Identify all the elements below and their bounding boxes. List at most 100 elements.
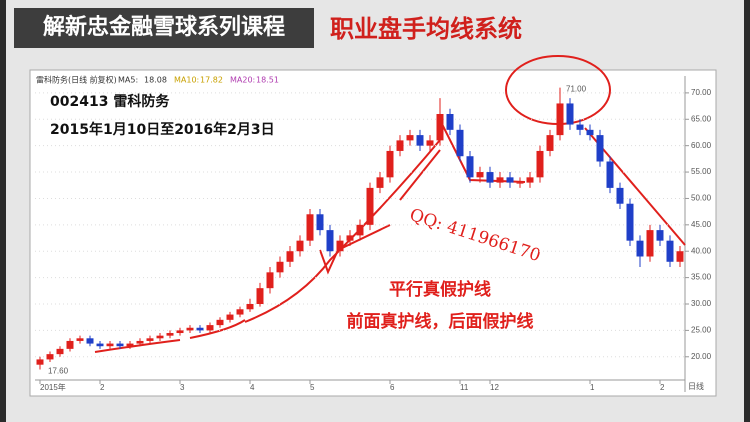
y-tick-label: 40.00 — [691, 246, 712, 255]
candle-body — [116, 343, 124, 347]
legend-value: 17.82 — [200, 76, 223, 85]
candle-body — [606, 161, 614, 188]
candle-body — [146, 338, 154, 341]
y-tick-label: 50.00 — [691, 194, 712, 203]
topic: 职业盘手均线系统 — [330, 15, 522, 43]
y-tick-label: 65.00 — [691, 114, 712, 123]
candle-body — [186, 327, 194, 331]
legend-name: MA5: — [118, 76, 138, 85]
support-line — [94, 319, 246, 353]
x-tick-label: 2015年 — [40, 382, 66, 392]
x-tick-label: 5 — [310, 383, 315, 392]
period: 2015年1月10日至2016年2月3日 — [50, 121, 275, 138]
stock: 002413 雷科防务 — [50, 93, 170, 110]
y-tick-label: 35.00 — [691, 273, 712, 282]
candle-body — [486, 172, 494, 183]
candle-body — [356, 224, 364, 236]
candle-body — [626, 203, 634, 241]
candle-body — [156, 335, 164, 339]
candle-body — [76, 338, 84, 341]
candle-body — [56, 348, 64, 355]
legend-value: 18.51 — [256, 76, 279, 85]
candle-body — [176, 330, 184, 334]
candle-body — [96, 343, 104, 347]
y-tick-label: 25.00 — [691, 325, 712, 334]
note: 前面真护线，后面假护线 — [347, 311, 534, 332]
candle-body — [586, 129, 594, 136]
candle-body — [366, 187, 374, 225]
x-tick-label: 6 — [390, 383, 395, 392]
note: 平行真假护线 — [389, 279, 491, 300]
legend-title: 雷科防务(日线 前复权) — [36, 75, 117, 85]
candle-body — [66, 340, 74, 349]
candle-body — [426, 140, 434, 146]
candle-body — [576, 124, 584, 130]
y-tick-label: 20.00 — [691, 352, 712, 361]
candle-body — [536, 150, 544, 178]
candle-body — [616, 187, 624, 204]
candle-body — [566, 103, 574, 125]
candle-body — [46, 354, 54, 360]
candle-body — [446, 114, 454, 130]
x-tick-label: 1 — [590, 383, 595, 392]
candle-body — [546, 135, 554, 151]
x-tick-label: 4 — [250, 383, 255, 392]
candle-body — [596, 135, 604, 162]
candle-body — [236, 309, 244, 315]
candle-body — [86, 338, 94, 344]
support-line — [244, 139, 441, 323]
candle-body — [36, 359, 44, 365]
candle-body — [456, 129, 464, 157]
candle-body — [496, 177, 504, 183]
candle-body — [246, 304, 254, 310]
y-tick-label: 70.00 — [691, 88, 712, 97]
legend-name: MA20: — [230, 76, 255, 85]
legend-name: MA10: — [174, 76, 199, 85]
candle-body — [526, 177, 534, 183]
candle-body — [316, 214, 324, 231]
candle-body — [376, 177, 384, 188]
candle-body — [276, 261, 284, 273]
y-tick-label: 30.00 — [691, 299, 712, 308]
banner — [14, 8, 314, 48]
candle-body — [256, 288, 264, 304]
candle-body — [346, 235, 354, 241]
candle-body — [106, 343, 114, 347]
candle-body — [336, 240, 344, 252]
candle-body — [666, 240, 674, 262]
y-tick-label: 45.00 — [691, 220, 712, 229]
candle-body — [436, 114, 444, 141]
x-tick-label: 11 — [460, 383, 469, 392]
candle-body — [506, 177, 514, 183]
candle-body — [326, 230, 334, 252]
candle-body — [196, 327, 204, 331]
candle-body — [556, 103, 564, 136]
candle-body — [286, 251, 294, 262]
candle-body — [516, 182, 524, 184]
candle-body — [636, 240, 644, 257]
arrow — [399, 149, 441, 201]
candle-body — [126, 343, 134, 347]
x-tick-label: 3 — [180, 383, 185, 392]
candle-body — [206, 325, 214, 331]
x-tick-label: 12 — [490, 383, 499, 392]
candle-body — [296, 240, 304, 252]
candle-body — [266, 272, 274, 289]
candle-body — [396, 140, 404, 151]
candle-body — [136, 340, 144, 344]
x-tick-label: 2 — [660, 383, 665, 392]
candle-body — [406, 135, 414, 141]
y-tick-label: 60.00 — [691, 141, 712, 150]
candle-body — [676, 251, 684, 262]
candle-body — [466, 156, 474, 178]
y-tick-label: 55.00 — [691, 167, 712, 176]
low-label: 17.60 — [48, 367, 69, 376]
high-label: 71.00 — [566, 85, 587, 94]
candle-body — [416, 135, 424, 146]
period-label: 日线 — [688, 381, 704, 391]
series-title: 解新忠金融雪球系列课程 — [43, 14, 285, 40]
candle-body — [646, 230, 654, 257]
candle-body — [476, 172, 484, 178]
legend-value: 18.08 — [144, 76, 167, 85]
